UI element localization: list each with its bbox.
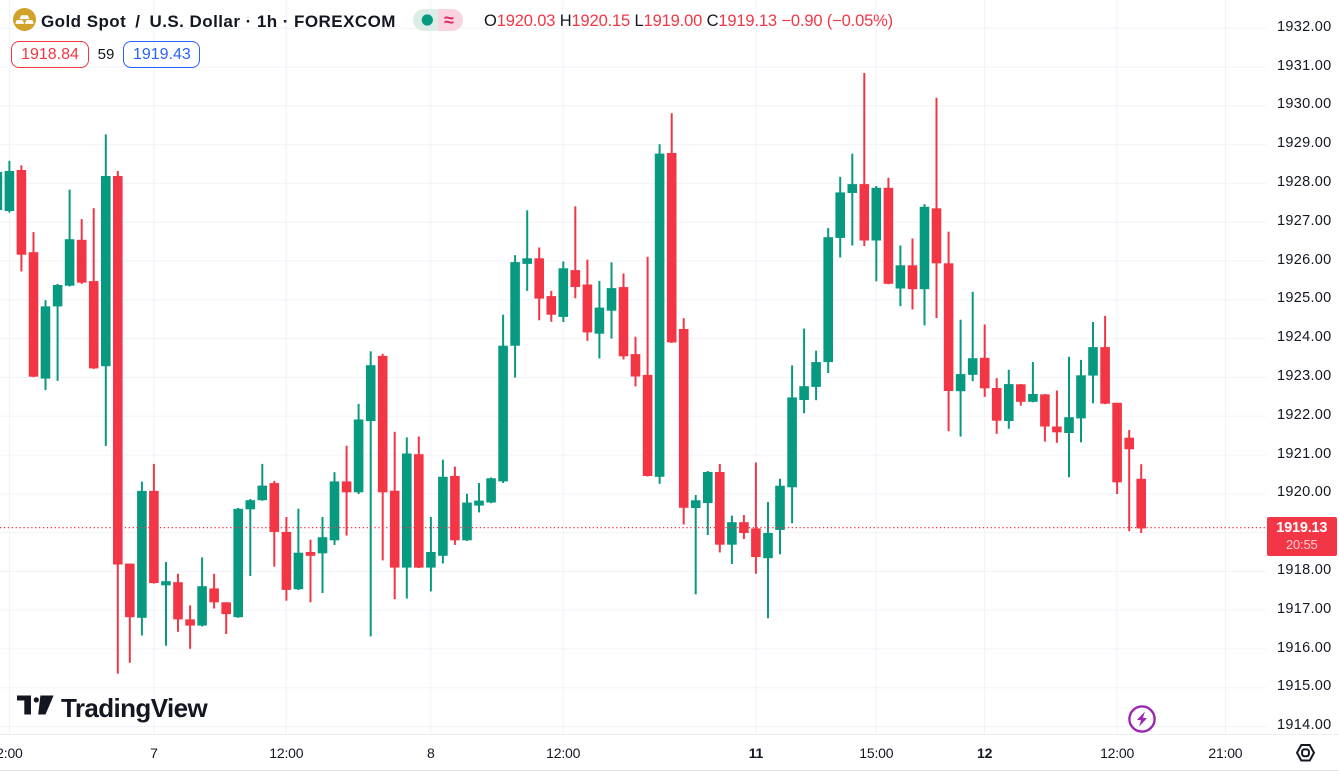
- svg-text:≈: ≈: [444, 10, 454, 30]
